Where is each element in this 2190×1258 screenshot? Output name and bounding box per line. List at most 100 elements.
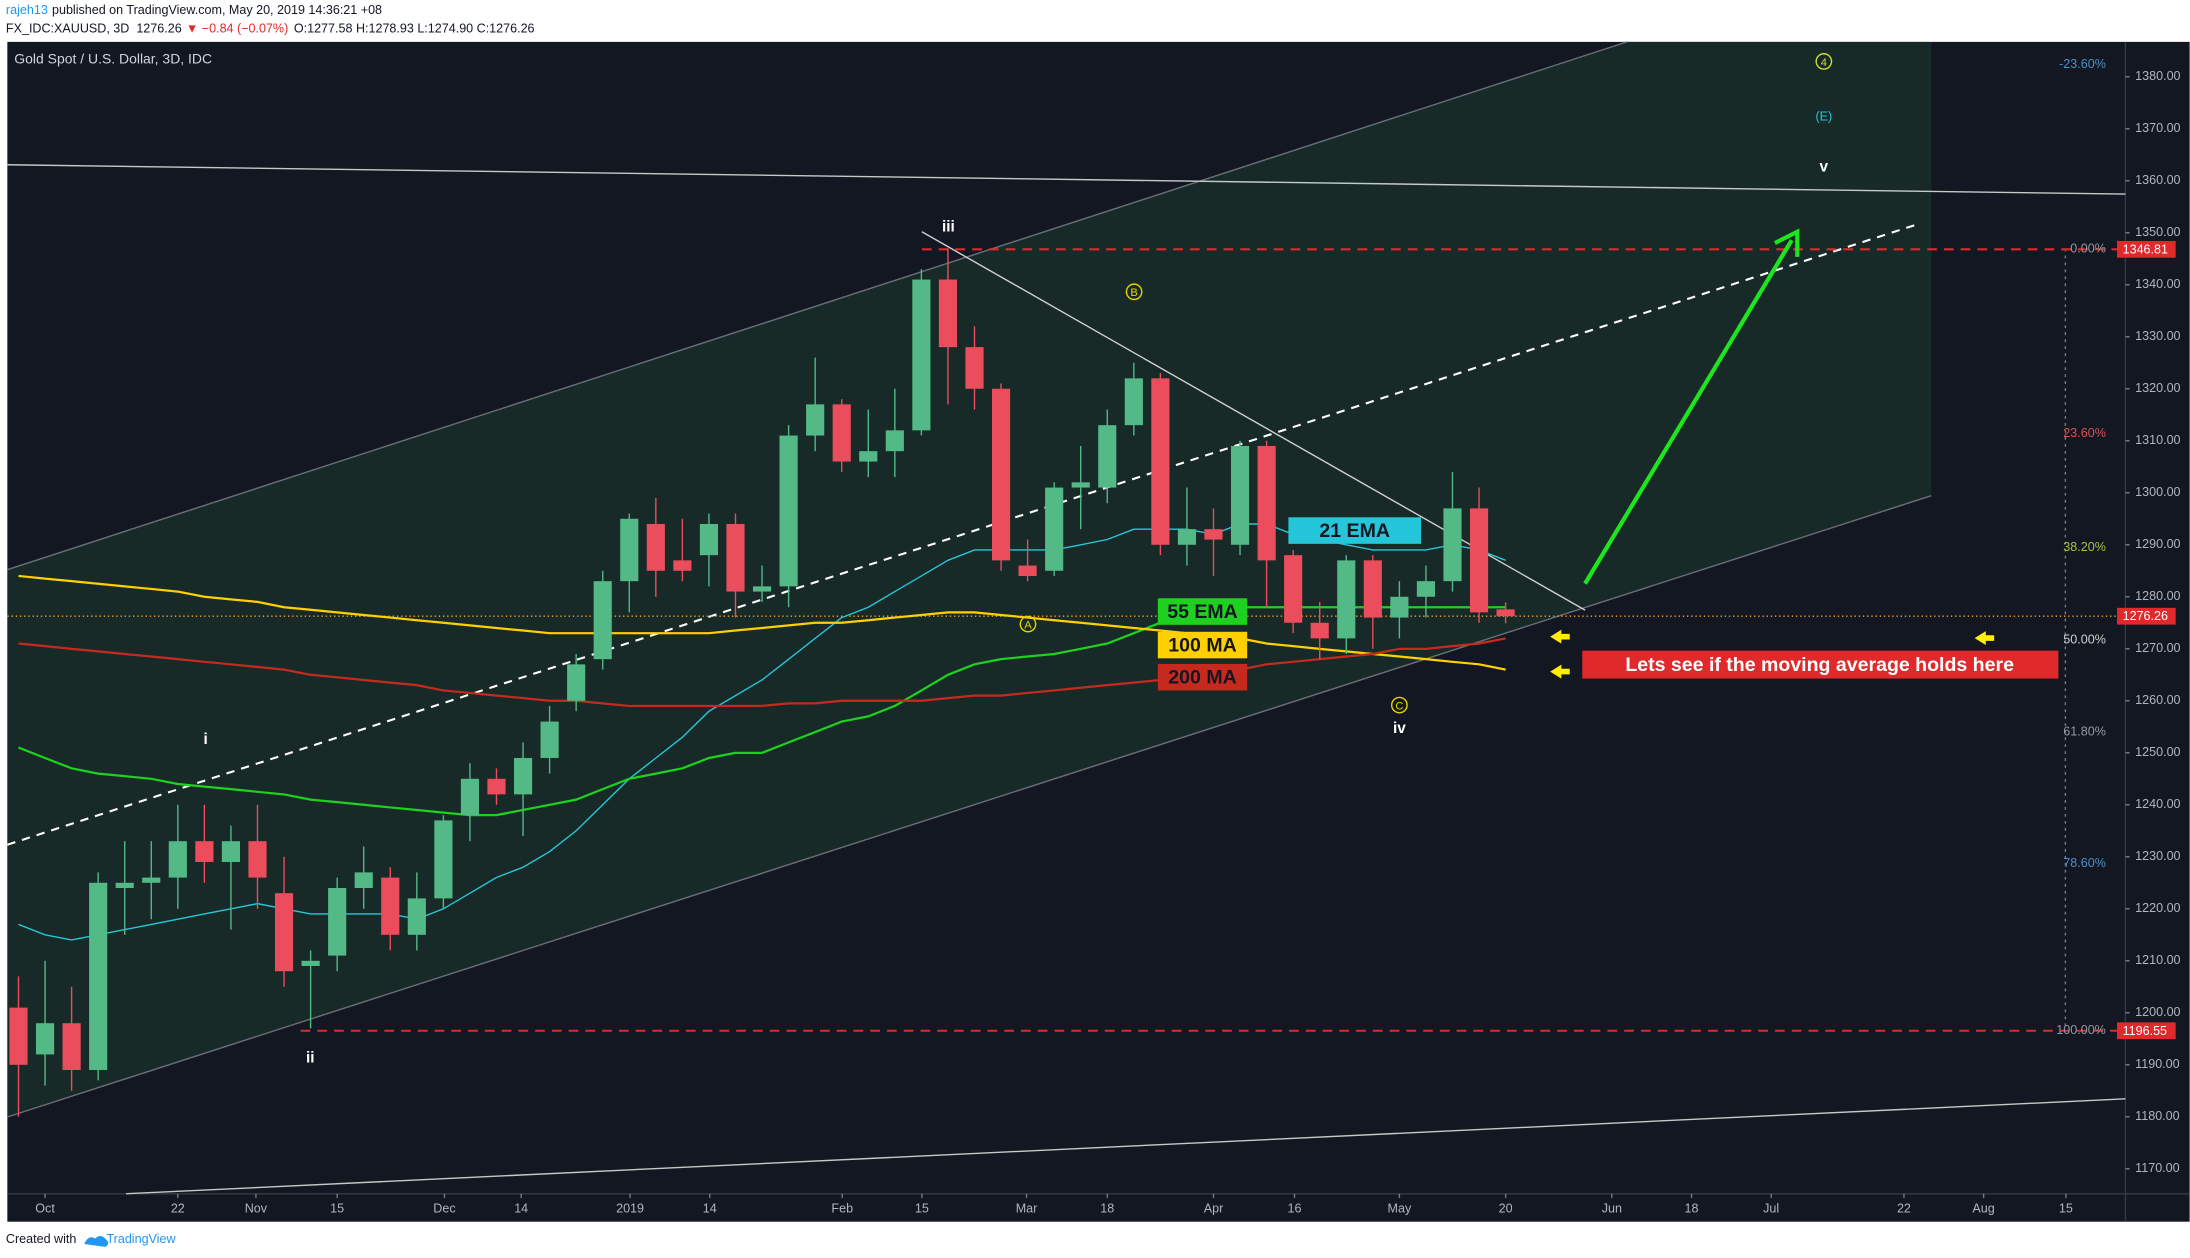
candle-body	[407, 898, 426, 935]
y-tick-label: 1280.00	[2135, 589, 2180, 603]
wave-circle	[1391, 696, 1408, 714]
arrow-icon	[1974, 631, 1995, 646]
candle-body	[1230, 445, 1250, 545]
fib-label: 78.60%	[2063, 856, 2106, 870]
y-tick-label: 1290.00	[2135, 537, 2180, 551]
candle-body	[168, 841, 187, 878]
x-tick-label: 18	[1100, 1201, 1114, 1215]
price-badge-label: 1276.26	[2123, 609, 2168, 623]
y-tick-label: 1350.00	[2135, 225, 2180, 239]
y-tick-label: 1380.00	[2135, 69, 2180, 83]
y-tick-label: 1330.00	[2135, 329, 2180, 343]
candle-body	[752, 586, 772, 592]
candle-body	[434, 820, 453, 899]
candle-body	[487, 778, 506, 795]
candle-body	[354, 872, 373, 888]
logo	[84, 1235, 109, 1247]
candle-body	[1124, 378, 1143, 426]
y-tick-label: 1170.00	[2135, 1161, 2179, 1175]
candle-body	[62, 1023, 81, 1071]
candle-body	[35, 1023, 55, 1055]
candle-body	[1416, 581, 1436, 597]
overlay-label: 21 EMA	[1319, 520, 1390, 542]
footer-brand[interactable]: TradingView	[106, 1232, 176, 1246]
y-tick-label: 1340.00	[2135, 277, 2180, 291]
candle-body	[859, 451, 878, 462]
overlay-label: 55 EMA	[1167, 601, 1238, 623]
candle-body	[1257, 445, 1276, 561]
arrow-icon	[1550, 629, 1570, 644]
user[interactable]: rajeh13	[6, 3, 48, 17]
wave-label: (E)	[1815, 110, 1832, 124]
y-tick-label: 1220.00	[2135, 901, 2180, 915]
symbol-line: FX_IDC:XAUUSD, 3D 1276.26 ▼ −0.84 (−0.07%)…	[6, 22, 535, 36]
last-price: 1276.26	[136, 22, 181, 36]
candle-body	[673, 560, 692, 571]
x-tick-label: Jul	[1763, 1201, 1779, 1215]
overlay-label-box	[1157, 663, 1248, 691]
candle-body	[991, 388, 1011, 561]
y-tick-label: 1210.00	[2135, 953, 2180, 967]
fib-label: 0.00%	[2070, 242, 2106, 256]
wave-label: i	[203, 731, 207, 748]
wave-label: iv	[1393, 720, 1406, 737]
candle-body	[806, 404, 825, 436]
candle-body	[1045, 487, 1064, 571]
annotation-box	[1582, 650, 2059, 679]
candle-body	[328, 887, 347, 956]
candle-body	[1390, 596, 1409, 618]
overlay-label: 200 MA	[1168, 667, 1236, 689]
wave-circle	[1019, 615, 1037, 633]
candle-body	[885, 430, 904, 452]
candle-body	[965, 347, 984, 389]
y-tick-label: 1270.00	[2135, 641, 2180, 655]
moving-average	[18, 637, 1506, 708]
candle-body	[1310, 622, 1329, 639]
x-tick-label: 22	[1897, 1201, 1911, 1215]
candle-body	[9, 1007, 28, 1065]
y-tick-label: 1300.00	[2135, 485, 2180, 499]
candle-body	[274, 893, 294, 972]
candle-body	[1177, 529, 1197, 545]
candle-body	[221, 841, 241, 862]
candle-body	[248, 841, 267, 878]
y-tick-label: 1240.00	[2135, 797, 2180, 811]
wave-label: iii	[942, 219, 955, 236]
candle-body	[1363, 560, 1382, 618]
candle-body	[1018, 565, 1037, 576]
x-tick-label: Apr	[1204, 1201, 1224, 1215]
wave-label: B	[1130, 287, 1137, 299]
x-tick-label: Oct	[35, 1201, 55, 1215]
y-tick-label: 1180.00	[2135, 1109, 2179, 1123]
annotation: Lets see if the moving average holds her…	[1625, 654, 2014, 676]
overlay-label-box	[1157, 631, 1248, 659]
fib-label: 61.80%	[2063, 725, 2106, 739]
candle-body	[460, 778, 480, 816]
candle-body	[699, 523, 719, 556]
candle-body	[620, 518, 639, 582]
x-tick-label: Jun	[1602, 1201, 1622, 1215]
wave-label: 4	[1821, 57, 1827, 69]
candle-body	[381, 877, 400, 935]
footer-created: Created with	[6, 1232, 76, 1246]
channel-fill	[7, 41, 1932, 1117]
x-tick-label: 20	[1499, 1201, 1513, 1215]
wave-label: ii	[306, 1049, 315, 1066]
price-badge-label: 1196.55	[2123, 1024, 2167, 1038]
published: published on TradingView.com, May 20, 20…	[52, 3, 382, 17]
arrow-head	[1774, 228, 1800, 257]
candle-body	[1204, 529, 1223, 540]
x-tick-label: 14	[514, 1201, 528, 1215]
moving-average	[18, 574, 1506, 671]
change: ▼ −0.84 (−0.07%)	[186, 22, 288, 36]
overlay-labels: 21 EMA 55 EMA 100 MA 200 MA	[1157, 517, 1422, 691]
wave-label: v	[1820, 159, 1829, 176]
fib-label: 23.60%	[2063, 426, 2106, 440]
candle-body	[832, 404, 851, 462]
y-tick-label: 1260.00	[2135, 693, 2180, 707]
candle-body	[115, 882, 134, 888]
arrow-icon	[1550, 664, 1570, 679]
wave-circle	[1815, 53, 1833, 70]
channel-midline	[7, 222, 1921, 846]
